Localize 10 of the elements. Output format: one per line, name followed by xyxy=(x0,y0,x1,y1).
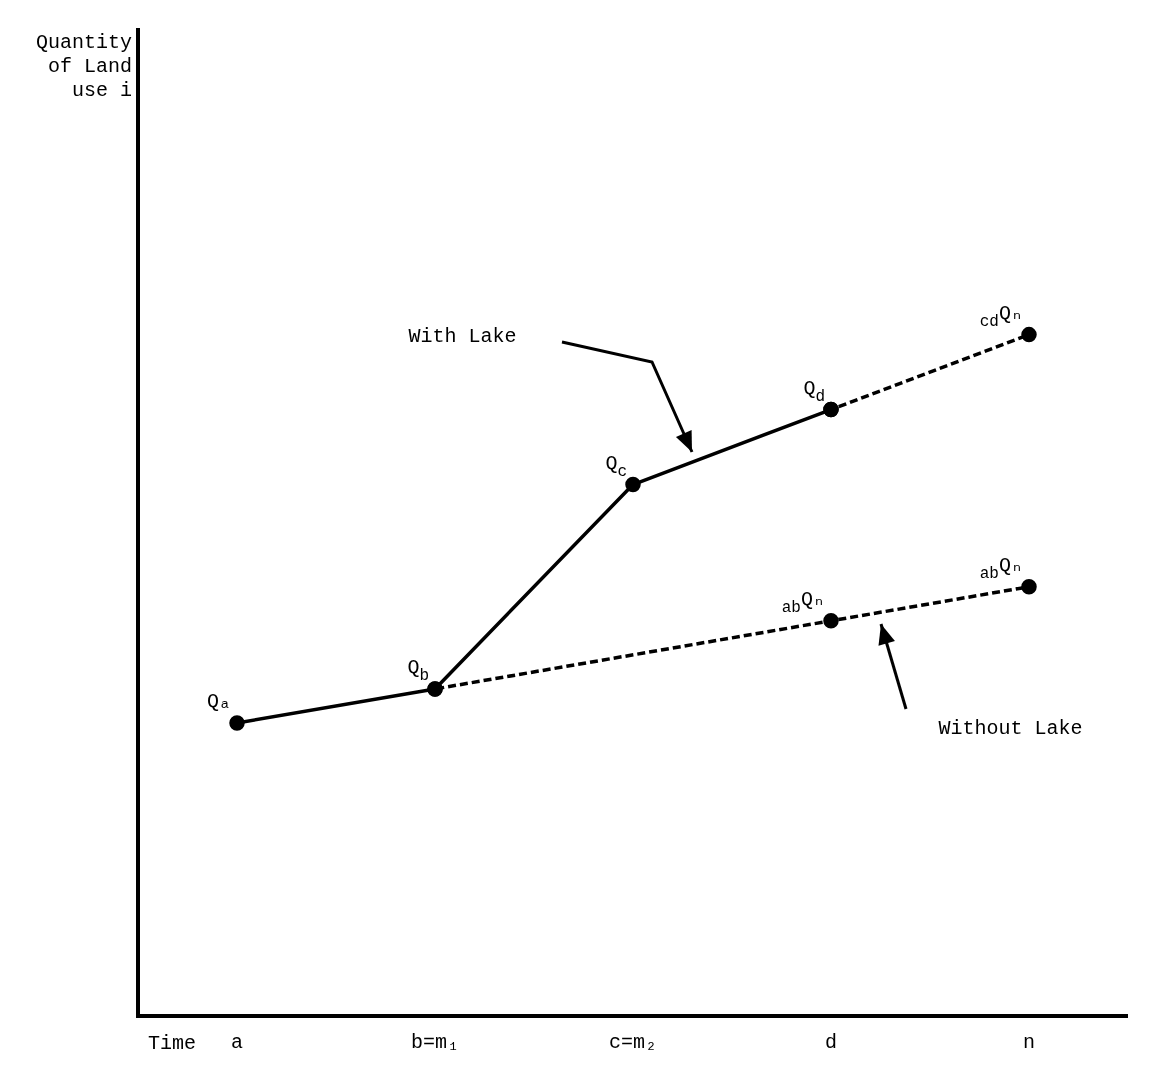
x-tick-label: d xyxy=(824,1031,838,1055)
x-tick-label: c=m₂ xyxy=(608,1031,658,1055)
x-tick-label: b=m₁ xyxy=(410,1031,460,1055)
annotation: Qₐ xyxy=(207,690,232,714)
x-axis-title: Time xyxy=(148,1032,197,1055)
x-tick-label: a xyxy=(230,1031,244,1055)
annotation: Without Lake xyxy=(938,717,1083,741)
x-tick-label: n xyxy=(1022,1031,1036,1055)
annotation: With Lake xyxy=(408,325,517,349)
text: Quantity of Land use i xyxy=(35,31,133,102)
